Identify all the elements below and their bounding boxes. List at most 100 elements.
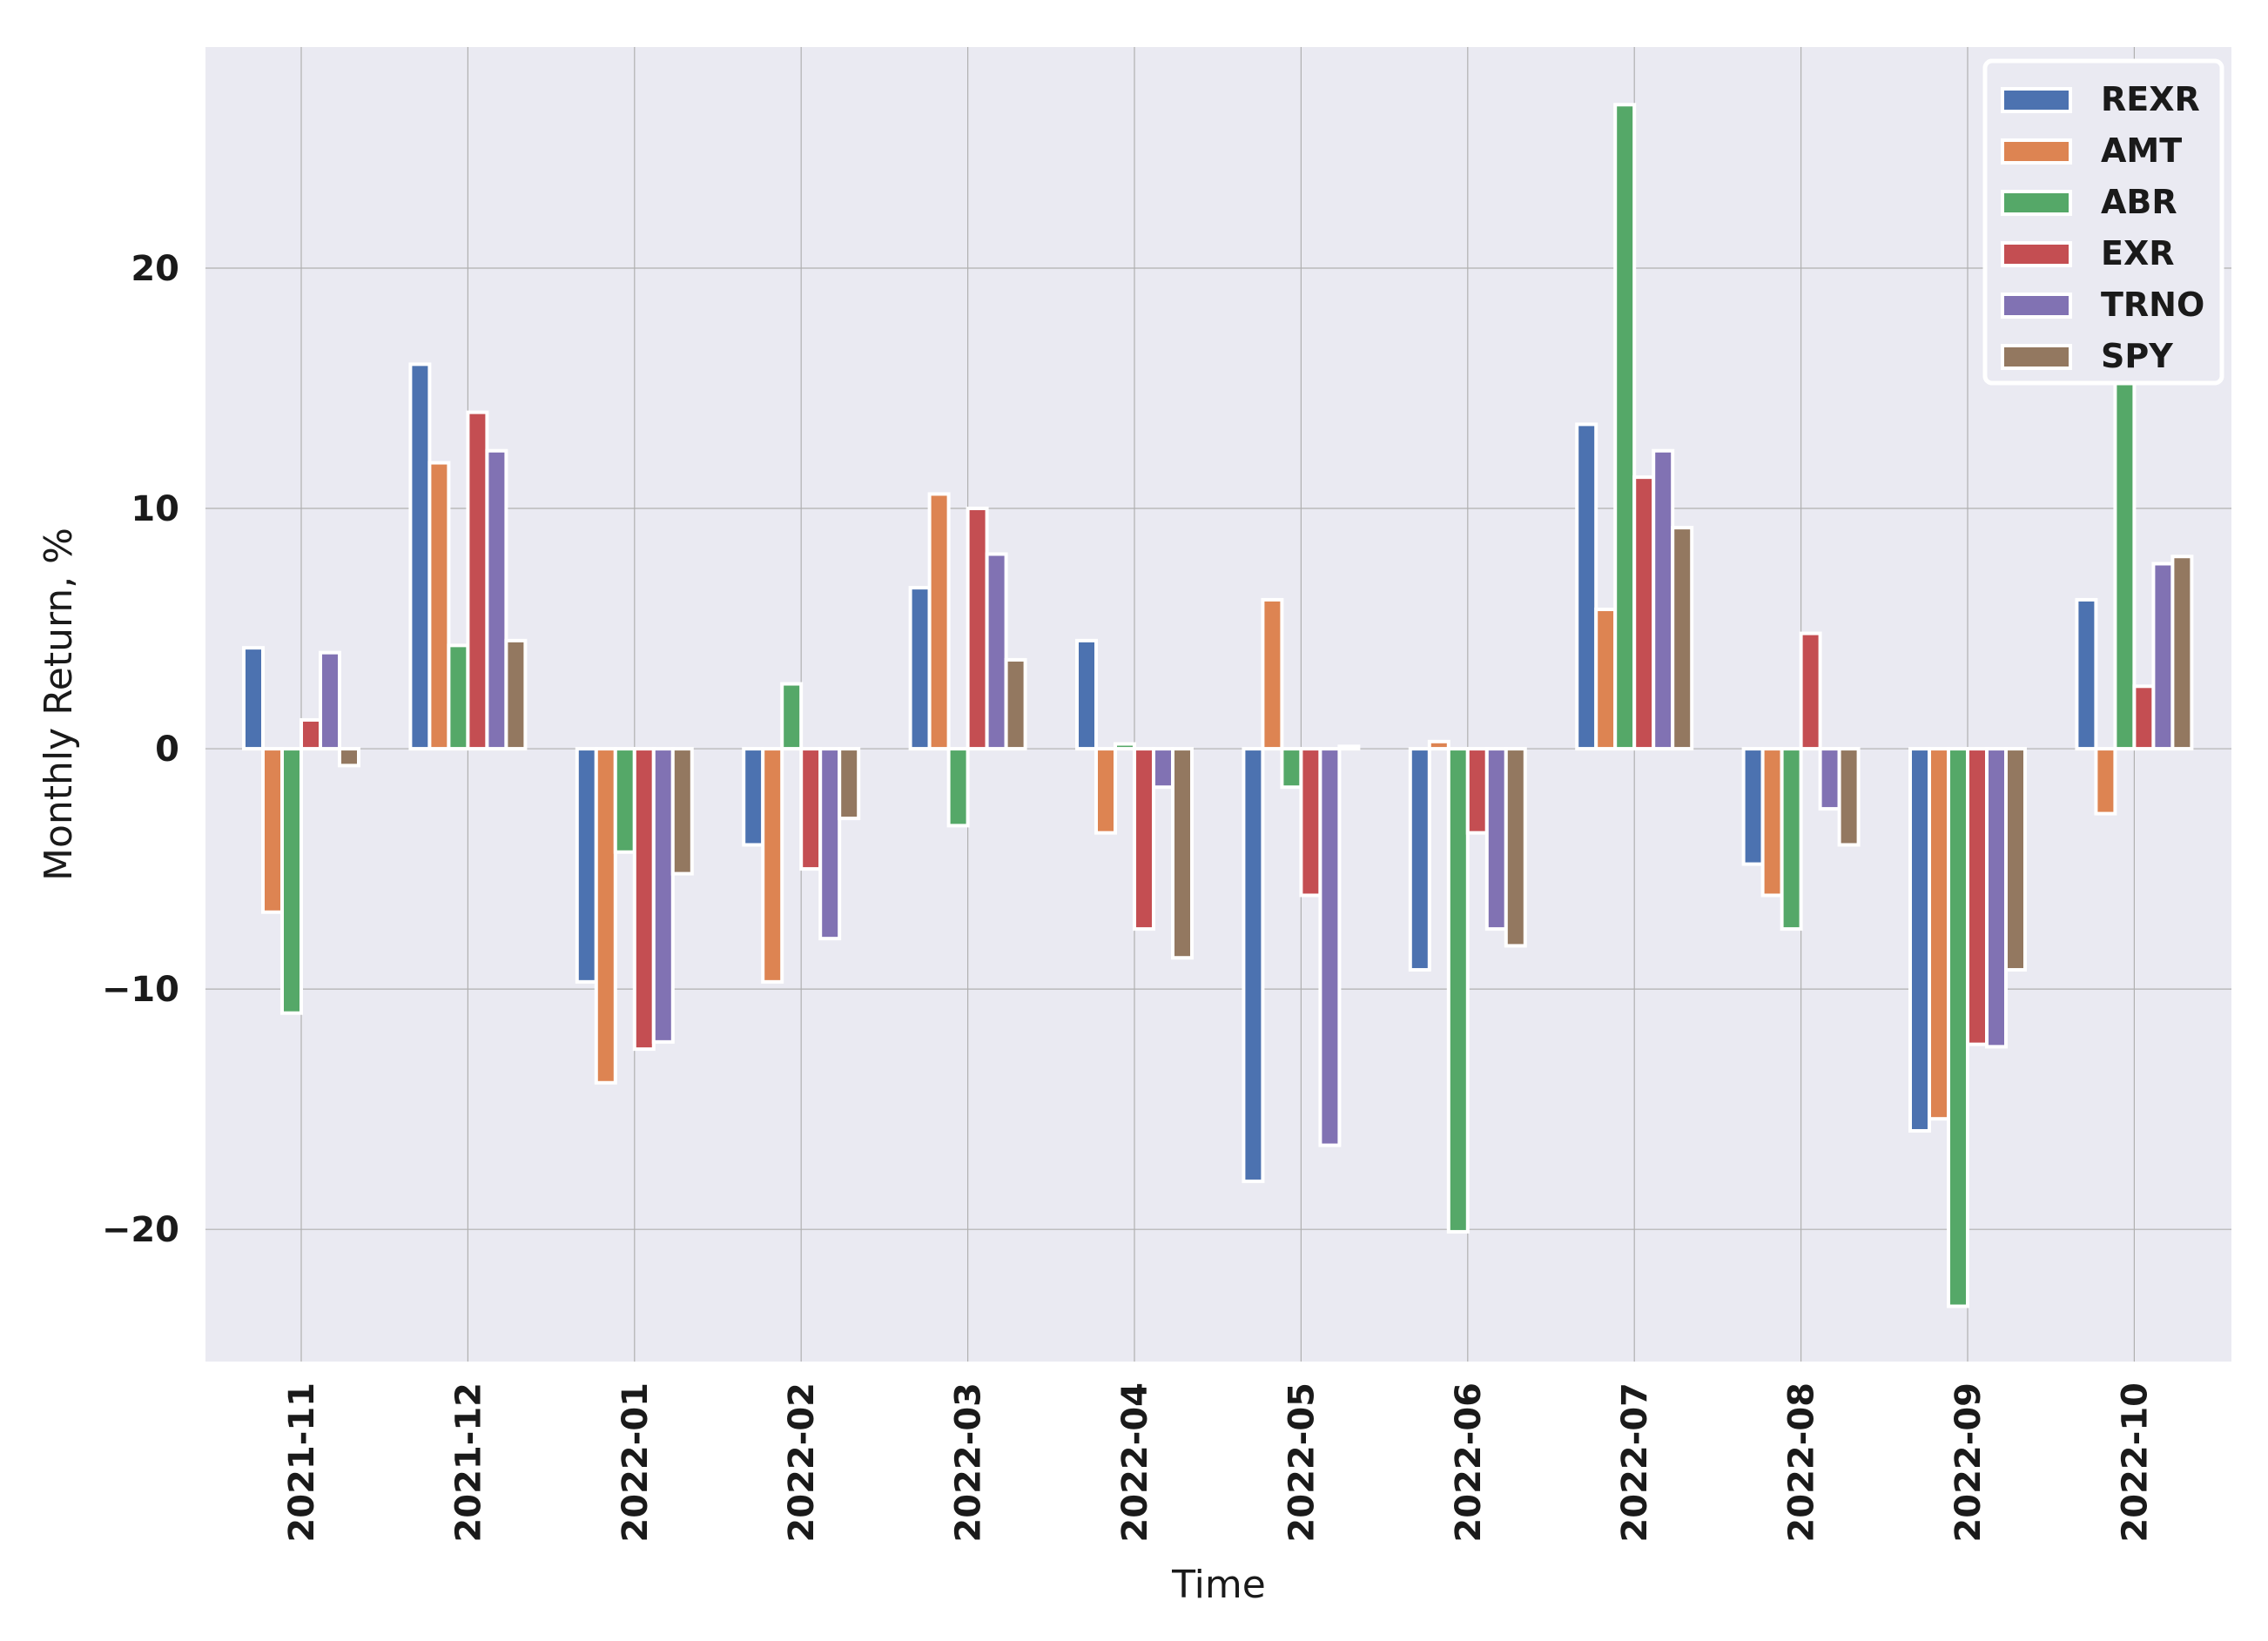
bar-rexr-2022-04: [1075, 638, 1098, 751]
y-tick-label: 0: [155, 730, 179, 770]
x-tick-label: 2022-04: [1115, 1382, 1155, 1543]
bar-rexr-2022-06: [1408, 747, 1431, 972]
legend-label-rexr: REXR: [2101, 80, 2200, 118]
plot-background: [205, 47, 2231, 1362]
bar-spy-2022-08: [1837, 747, 1861, 847]
x-axis-ticks: 2021-11 2021-12 2022-01 2022-02 2022-03 2022-…: [282, 1382, 2155, 1543]
bar-amt-2022-01: [594, 747, 617, 1085]
y-tick-label: −20: [102, 1210, 179, 1250]
legend-swatch-amt: [2001, 138, 2072, 165]
legend-swatch-exr: [2001, 241, 2072, 267]
legend-label-exr: EXR: [2101, 234, 2175, 272]
bars: [242, 103, 2194, 1308]
legend: REXR AMT ABR EXR TRNO SPY: [1982, 58, 2224, 386]
y-axis-title: Monthly Return, %: [37, 528, 81, 881]
bar-trno-2022-07: [1652, 448, 1675, 751]
bar-amt-2022-10: [2094, 747, 2117, 816]
bar-exr-2022-03: [966, 507, 989, 751]
bar-spy-2022-02: [838, 747, 861, 821]
bar-abr-2021-11: [280, 747, 303, 1015]
y-tick-label: −10: [102, 970, 179, 1010]
legend-swatch-spy: [2001, 344, 2072, 370]
bar-rexr-2022-01: [575, 747, 598, 984]
bar-amt-2022-04: [1094, 747, 1117, 835]
bar-amt-2022-02: [761, 747, 784, 984]
x-tick-label: 2022-09: [1948, 1382, 1989, 1543]
bar-spy-2022-07: [1671, 526, 1694, 751]
bar-amt-2022-09: [1928, 747, 1950, 1121]
bar-trno-2022-10: [2151, 562, 2175, 751]
x-tick-label: 2021-12: [448, 1382, 488, 1543]
bar-amt-2022-03: [927, 492, 951, 751]
bar-rexr-2021-12: [408, 362, 432, 751]
x-axis-title: Time: [1171, 1563, 1266, 1607]
x-tick-label: 2022-03: [949, 1382, 989, 1543]
bar-rexr-2022-07: [1575, 422, 1598, 751]
bar-abr-2022-07: [1613, 103, 1637, 751]
bar-amt-2022-06: [1427, 739, 1450, 751]
bar-abr-2022-05: [1280, 747, 1303, 790]
bar-trno-2022-05: [1318, 747, 1342, 1147]
bar-abr-2022-03: [946, 747, 970, 828]
bar-abr-2022-09: [1947, 747, 1969, 1308]
bar-spy-2022-05: [1337, 744, 1361, 751]
bar-trno-2022-09: [1985, 747, 2008, 1049]
bar-spy-2022-03: [1004, 657, 1027, 751]
bar-spy-2021-11: [338, 747, 360, 768]
legend-label-trno: TRNO: [2101, 286, 2204, 324]
bar-rexr-2022-03: [908, 586, 932, 751]
bar-exr-2022-01: [632, 747, 656, 1052]
legend-label-spy: SPY: [2101, 337, 2173, 375]
bar-amt-2021-11: [261, 747, 284, 914]
x-tick-label: 2022-07: [1615, 1382, 1655, 1543]
bar-trno-2022-01: [651, 747, 675, 1044]
bar-spy-2022-09: [2004, 747, 2027, 972]
x-tick-label: 2022-06: [1449, 1382, 1489, 1543]
bar-rexr-2021-11: [242, 646, 265, 751]
x-tick-label: 2022-01: [616, 1382, 656, 1543]
bar-spy-2022-01: [670, 747, 694, 876]
legend-swatch-trno: [2001, 293, 2072, 319]
bar-abr-2022-04: [1114, 742, 1136, 751]
y-tick-label: 20: [131, 249, 179, 289]
bar-exr-2021-12: [466, 410, 489, 751]
bar-trno-2022-08: [1818, 747, 1841, 811]
bar-amt-2021-12: [427, 461, 451, 751]
bar-exr-2022-02: [799, 747, 823, 871]
bar-abr-2022-02: [780, 682, 804, 751]
bar-abr-2022-01: [613, 747, 636, 854]
legend-swatch-rexr: [2001, 87, 2072, 113]
bar-abr-2022-06: [1446, 747, 1470, 1234]
y-tick-label: 10: [131, 489, 179, 529]
bar-amt-2022-07: [1594, 607, 1618, 751]
bar-amt-2022-05: [1261, 597, 1284, 751]
bar-exr-2021-11: [299, 717, 322, 751]
x-tick-label: 2021-11: [282, 1382, 322, 1543]
bar-exr-2022-10: [2132, 684, 2156, 751]
bar-spy-2022-06: [1504, 747, 1527, 948]
bar-rexr-2022-09: [1908, 747, 1931, 1133]
bar-exr-2022-05: [1299, 747, 1322, 898]
bar-trno-2022-03: [985, 552, 1008, 751]
legend-label-amt: AMT: [2101, 131, 2182, 170]
bar-rexr-2022-10: [2075, 597, 2098, 751]
bar-exr-2022-08: [1799, 631, 1822, 751]
x-tick-label: 2022-02: [782, 1382, 822, 1543]
bar-exr-2022-09: [1966, 747, 1989, 1046]
bar-rexr-2022-05: [1242, 747, 1265, 1183]
legend-label-abr: ABR: [2101, 183, 2177, 221]
bar-trno-2022-04: [1152, 747, 1174, 790]
x-tick-label: 2022-10: [2115, 1382, 2155, 1543]
bar-spy-2022-04: [1171, 747, 1194, 960]
bar-rexr-2022-02: [742, 747, 765, 847]
bar-exr-2022-06: [1465, 747, 1489, 835]
y-axis-ticks: −20 −10 0 10 20: [102, 249, 179, 1250]
bar-spy-2022-10: [2170, 555, 2194, 751]
bar-trno-2022-02: [818, 747, 842, 941]
bar-abr-2021-12: [447, 643, 470, 751]
bar-exr-2022-04: [1133, 747, 1155, 931]
bar-trno-2021-11: [319, 650, 341, 751]
legend-swatch-abr: [2001, 190, 2072, 216]
